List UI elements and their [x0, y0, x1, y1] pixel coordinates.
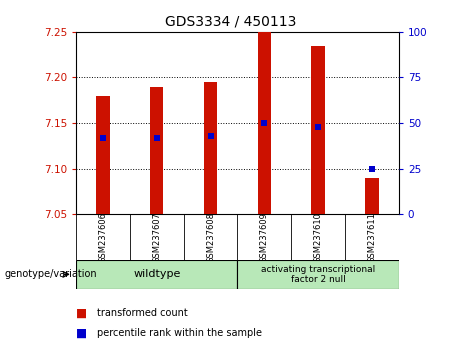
Bar: [150, 86, 164, 214]
Bar: [311, 46, 325, 214]
Text: GSM237607: GSM237607: [152, 212, 161, 263]
Text: ■: ■: [76, 307, 87, 320]
Text: GSM237610: GSM237610: [313, 212, 323, 263]
Text: GDS3334 / 450113: GDS3334 / 450113: [165, 14, 296, 28]
Bar: [365, 178, 378, 214]
Bar: [96, 96, 110, 214]
Text: transformed count: transformed count: [97, 308, 188, 318]
Text: GSM237606: GSM237606: [99, 212, 107, 263]
Text: wildtype: wildtype: [133, 269, 180, 279]
Text: activating transcriptional
factor 2 null: activating transcriptional factor 2 null: [261, 265, 375, 284]
Bar: [204, 82, 217, 214]
Text: GSM237608: GSM237608: [206, 212, 215, 263]
Text: GSM237609: GSM237609: [260, 212, 269, 263]
Text: genotype/variation: genotype/variation: [5, 269, 97, 279]
Text: ■: ■: [76, 327, 87, 340]
Bar: [258, 32, 271, 214]
Bar: [237, 260, 399, 289]
Text: percentile rank within the sample: percentile rank within the sample: [97, 329, 262, 338]
Text: GSM237611: GSM237611: [367, 212, 376, 263]
Bar: [76, 260, 237, 289]
